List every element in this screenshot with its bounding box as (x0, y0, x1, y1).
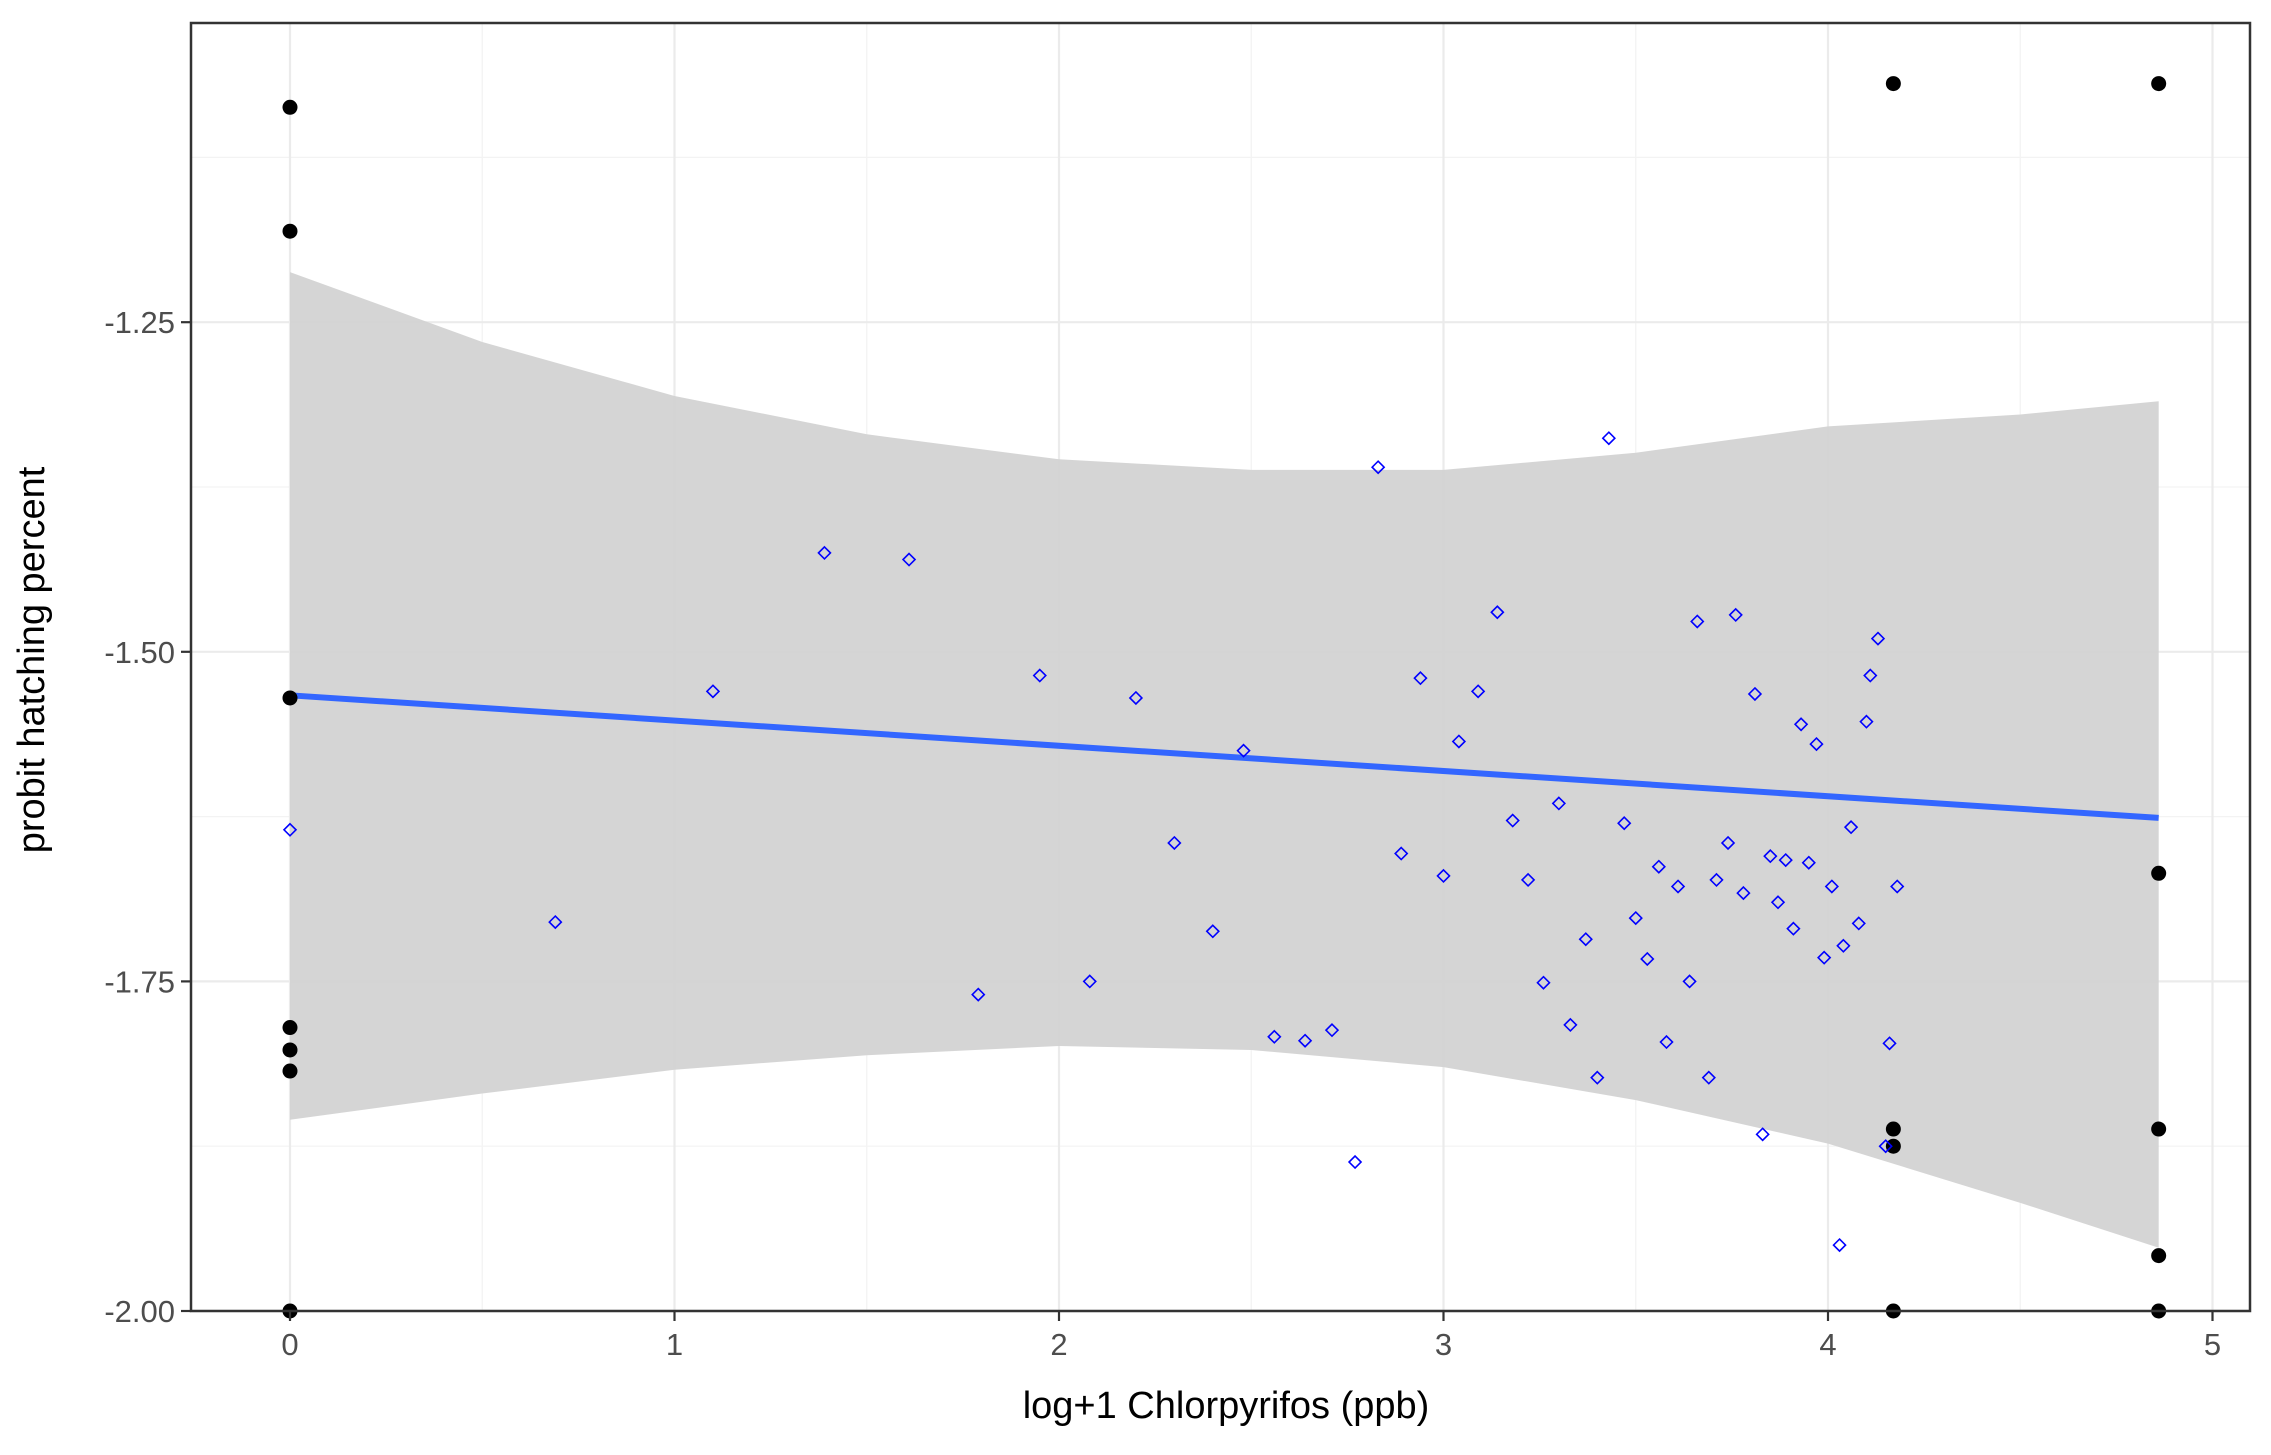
observed-point (971, 987, 986, 1002)
observed-point (1601, 431, 1616, 446)
x-tick-label: 2 (1050, 1327, 1067, 1362)
observed-point (1451, 734, 1467, 749)
observed-point (1324, 1023, 1340, 1038)
observed-point (1617, 816, 1632, 831)
boundary-point (1885, 76, 1901, 92)
observed-point (1590, 1070, 1605, 1085)
observed-point (1205, 924, 1220, 939)
observed-point (1793, 717, 1809, 732)
boundary-point (282, 1042, 298, 1058)
boundary-point (282, 99, 298, 115)
observed-point (1755, 1127, 1770, 1142)
x-tick-label: 4 (1819, 1327, 1836, 1362)
observed-point (1578, 932, 1593, 947)
observed-point (1347, 1154, 1363, 1170)
observed-point (1297, 1033, 1313, 1048)
observed-point (1670, 879, 1686, 894)
x-tick-label: 5 (2204, 1327, 2221, 1362)
x-tick-label: 0 (281, 1327, 298, 1362)
confidence-band-area (290, 272, 2159, 1248)
boundary-point (2151, 1121, 2167, 1137)
boundary-point (282, 690, 298, 706)
observed-point (1628, 910, 1643, 926)
observed-point (1882, 1036, 1897, 1051)
data-points (282, 76, 2167, 1319)
observed-point (1371, 460, 1386, 475)
boundary-point (282, 223, 298, 239)
observed-point (1843, 820, 1859, 835)
observed-point (1832, 1237, 1847, 1253)
panel-border (189, 21, 2252, 1313)
observed-point (1859, 714, 1874, 729)
observed-point (1690, 614, 1705, 629)
observed-point (1701, 1070, 1716, 1085)
x-tick-label: 1 (666, 1327, 683, 1362)
observed-point (1786, 921, 1801, 936)
observed-point (1490, 605, 1505, 620)
observed-point (705, 684, 721, 699)
observed-point (1778, 852, 1793, 868)
observed-point (1082, 974, 1097, 989)
observed-point (1640, 951, 1655, 967)
observed-point (901, 552, 917, 567)
boundary-point (2151, 76, 2167, 92)
observed-point (1870, 631, 1886, 646)
observed-point (1536, 975, 1551, 990)
observed-point (1728, 607, 1743, 623)
observed-point (1394, 846, 1409, 861)
boundary-point (1885, 1138, 1901, 1154)
observed-point (1470, 684, 1486, 699)
observed-point (548, 914, 563, 930)
observed-point (1436, 868, 1451, 884)
observed-point (1851, 916, 1866, 931)
observed-point (1659, 1034, 1674, 1050)
observed-point (1736, 885, 1751, 901)
observed-point (1520, 872, 1536, 888)
observed-point (1651, 859, 1666, 874)
trend-line (289, 692, 2159, 821)
observed-point (1878, 1139, 1893, 1154)
confidence-band (290, 272, 2159, 1248)
observed-point (1770, 895, 1786, 910)
observed-point (817, 545, 832, 561)
observed-point (1809, 736, 1824, 752)
observed-point (1563, 1017, 1578, 1033)
boundary-point (2151, 865, 2167, 881)
boundary-point (282, 1063, 298, 1079)
observed-point (1747, 686, 1763, 702)
observed-point (1817, 950, 1832, 965)
observed-point (1505, 813, 1520, 828)
observed-point (1836, 938, 1851, 953)
fit-line (289, 692, 2159, 821)
observed-point (1801, 855, 1816, 870)
y-tick-label: -1.50 (104, 635, 175, 670)
boundary-point (282, 1020, 298, 1036)
observed-point (1763, 849, 1778, 864)
observed-point (1890, 879, 1905, 894)
observed-point (1720, 835, 1736, 851)
observed-point (1236, 743, 1251, 758)
observed-point (1267, 1029, 1282, 1044)
x-axis-title: log+1 Chlorpyrifos (ppb) (1023, 1385, 1430, 1427)
observed-point (1709, 872, 1724, 888)
y-tick-label: -2.00 (104, 1294, 175, 1329)
observed-point (1413, 671, 1428, 686)
observed-point (1032, 668, 1047, 683)
observed-point (282, 822, 298, 837)
observed-point (1167, 835, 1182, 851)
observed-point (1863, 668, 1878, 683)
axis-ticks: 0 1 2 3 4 5 -2.00 -1.75 -1.50 -1.25 (104, 305, 2221, 1362)
y-axis-title: probit hatching percent (11, 466, 53, 853)
observed-point (1682, 974, 1697, 989)
y-tick-label: -1.25 (104, 305, 175, 340)
observed-point (1128, 690, 1144, 706)
x-tick-label: 3 (1435, 1327, 1452, 1362)
observed-point (1551, 796, 1566, 811)
boundary-point (2151, 1248, 2167, 1264)
y-tick-label: -1.75 (104, 964, 175, 999)
observed-point (1824, 879, 1839, 894)
boundary-point (1885, 1121, 1901, 1137)
